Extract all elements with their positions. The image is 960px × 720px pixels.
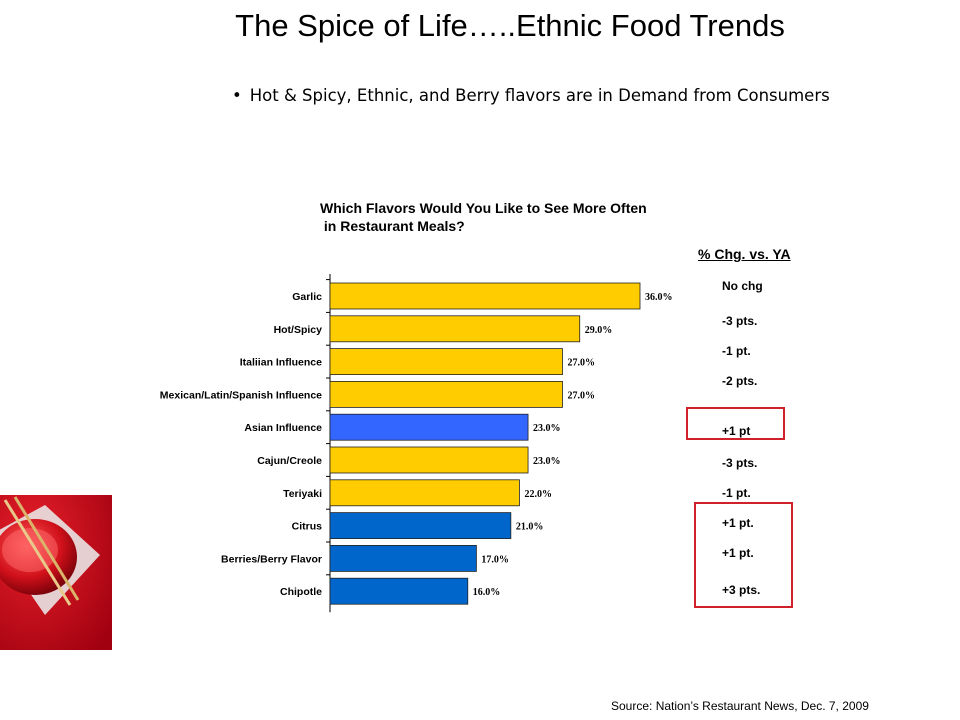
slide-title: The Spice of Life…..Ethnic Food Trends bbox=[235, 8, 785, 43]
value-label: 23.0% bbox=[533, 456, 561, 467]
bar-garlic bbox=[329, 282, 641, 310]
change-item: -1 pt. bbox=[722, 344, 751, 358]
change-item: -2 pts. bbox=[722, 374, 758, 388]
chart-title: Which Flavors Would You Like to See More… bbox=[320, 200, 647, 234]
bar-asian-influence bbox=[329, 413, 529, 441]
category-label: Berries/Berry Flavor bbox=[221, 553, 322, 565]
bar-berries-berry-flavor bbox=[329, 545, 477, 572]
bullet-text: Hot & Spicy, Ethnic, and Berry flavors a… bbox=[249, 86, 830, 105]
source-note: Source: Nation’s Restaurant News, Dec. 7… bbox=[611, 699, 869, 713]
bars-layer: Garlic 36.0% Hot/Spicy 29.0% Italiian Influe… bbox=[160, 274, 673, 613]
value-label: 21.0% bbox=[516, 522, 544, 533]
change-panel-header: % Chg. vs. YA bbox=[698, 246, 791, 262]
bar-chipotle bbox=[329, 577, 469, 605]
value-label: 27.0% bbox=[568, 390, 596, 401]
value-label: 27.0% bbox=[568, 358, 596, 369]
bar-cajun-creole bbox=[329, 446, 529, 474]
category-label: Garlic bbox=[292, 291, 322, 303]
bar-teriyaki bbox=[329, 479, 520, 507]
change-item: -1 pt. bbox=[722, 486, 751, 500]
value-label: 22.0% bbox=[524, 489, 552, 500]
value-label: 36.0% bbox=[645, 292, 673, 303]
category-label: Cajun/Creole bbox=[257, 455, 322, 467]
chopsticks-bowl-image bbox=[0, 495, 112, 650]
value-label: 16.0% bbox=[473, 587, 501, 598]
value-label: 17.0% bbox=[481, 554, 509, 565]
value-label: 23.0% bbox=[533, 423, 561, 434]
category-label: Mexican/Latin/Spanish Influence bbox=[160, 389, 322, 401]
category-label: Italiian Influence bbox=[240, 357, 322, 369]
category-label: Asian Influence bbox=[244, 422, 322, 434]
category-label: Teriyaki bbox=[283, 488, 322, 500]
bar-mexican-latin-spanish-influence bbox=[329, 380, 563, 408]
category-label: Chipotle bbox=[280, 586, 322, 598]
bullet-point: • Hot & Spicy, Ethnic, and Berry flavors … bbox=[232, 86, 830, 105]
bar-citrus bbox=[329, 512, 512, 539]
change-item: +3 pts. bbox=[722, 583, 761, 597]
highlight-box-asian bbox=[686, 407, 785, 440]
change-item: +1 pt. bbox=[722, 546, 754, 560]
bar-italiian-influence bbox=[329, 348, 563, 376]
bullet-dot-icon: • bbox=[232, 86, 242, 105]
change-item: -3 pts. bbox=[722, 456, 758, 470]
change-item: -3 pts. bbox=[722, 314, 758, 328]
category-label: Citrus bbox=[292, 521, 322, 533]
change-item: +1 pt bbox=[722, 424, 751, 438]
value-label: 29.0% bbox=[585, 325, 613, 336]
change-item: No chg bbox=[722, 279, 763, 293]
change-item: +1 pt. bbox=[722, 516, 754, 530]
highlight-box-citrus-berry-chipotle bbox=[694, 502, 793, 608]
category-label: Hot/Spicy bbox=[274, 324, 323, 336]
bar-hot-spicy bbox=[329, 315, 581, 343]
